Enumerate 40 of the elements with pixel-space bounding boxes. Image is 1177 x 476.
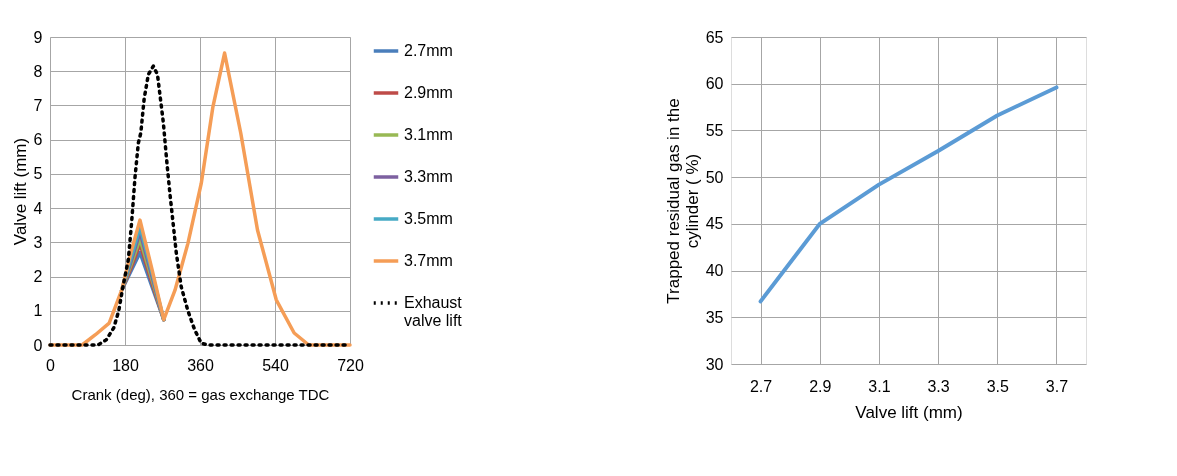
legend-label: Exhaust valve lift — [404, 294, 463, 329]
x-tick-label: 720 — [337, 356, 364, 374]
y-tick-label: 45 — [705, 215, 724, 233]
y-tick-label: 5 — [33, 165, 43, 183]
y-tick-label: 0 — [33, 336, 43, 354]
y-tick-label: 35 — [705, 308, 724, 326]
x-tick-label: 2.7 — [749, 377, 773, 395]
y-tick-label: 4 — [33, 199, 43, 217]
y-tick-label: 3 — [33, 233, 43, 251]
legend-label: 3.1mm — [404, 126, 453, 143]
x-tick-label: 180 — [112, 356, 139, 374]
y-tick-label: 7 — [33, 96, 43, 114]
y-tick-label: 6 — [33, 131, 43, 149]
x-tick-label: 3.1 — [868, 377, 891, 395]
x-tick-label: 3.5 — [986, 377, 1009, 395]
y-tick-label: 9 — [33, 28, 43, 46]
x-tick-label: 360 — [187, 356, 214, 374]
y-tick-label: 50 — [705, 168, 724, 186]
legend-label: 3.7mm — [404, 252, 453, 269]
legend-label: 3.3mm — [404, 168, 453, 185]
x-axis-title: Valve lift (mm) — [855, 402, 963, 422]
x-tick-label: 540 — [262, 356, 289, 374]
y-tick-label: 8 — [33, 62, 43, 80]
x-tick-label: 3.7 — [1045, 377, 1069, 395]
x-tick-label: 2.9 — [809, 377, 832, 395]
y-tick-label: 60 — [705, 75, 724, 93]
y-tick-label: 55 — [705, 121, 724, 139]
x-tick-label: 0 — [46, 356, 56, 374]
x-axis-title: Crank (deg), 360 = gas exchange TDC — [71, 385, 330, 403]
y-tick-label: 40 — [705, 262, 724, 280]
y-tick-label: 2 — [33, 268, 43, 286]
y-tick-label: 65 — [705, 28, 724, 46]
legend-label: 2.9mm — [404, 84, 453, 101]
legend-label: 3.5mm — [404, 210, 453, 227]
y-axis-title: Valve lift (mm) — [10, 137, 30, 246]
x-tick-label: 3.3 — [927, 377, 950, 395]
legend-label: 2.7mm — [404, 42, 453, 59]
y-tick-label: 1 — [33, 302, 43, 320]
y-tick-label: 30 — [705, 355, 724, 373]
y-axis-title: Trapped residual gas in the cylinder ( %) — [663, 98, 702, 304]
